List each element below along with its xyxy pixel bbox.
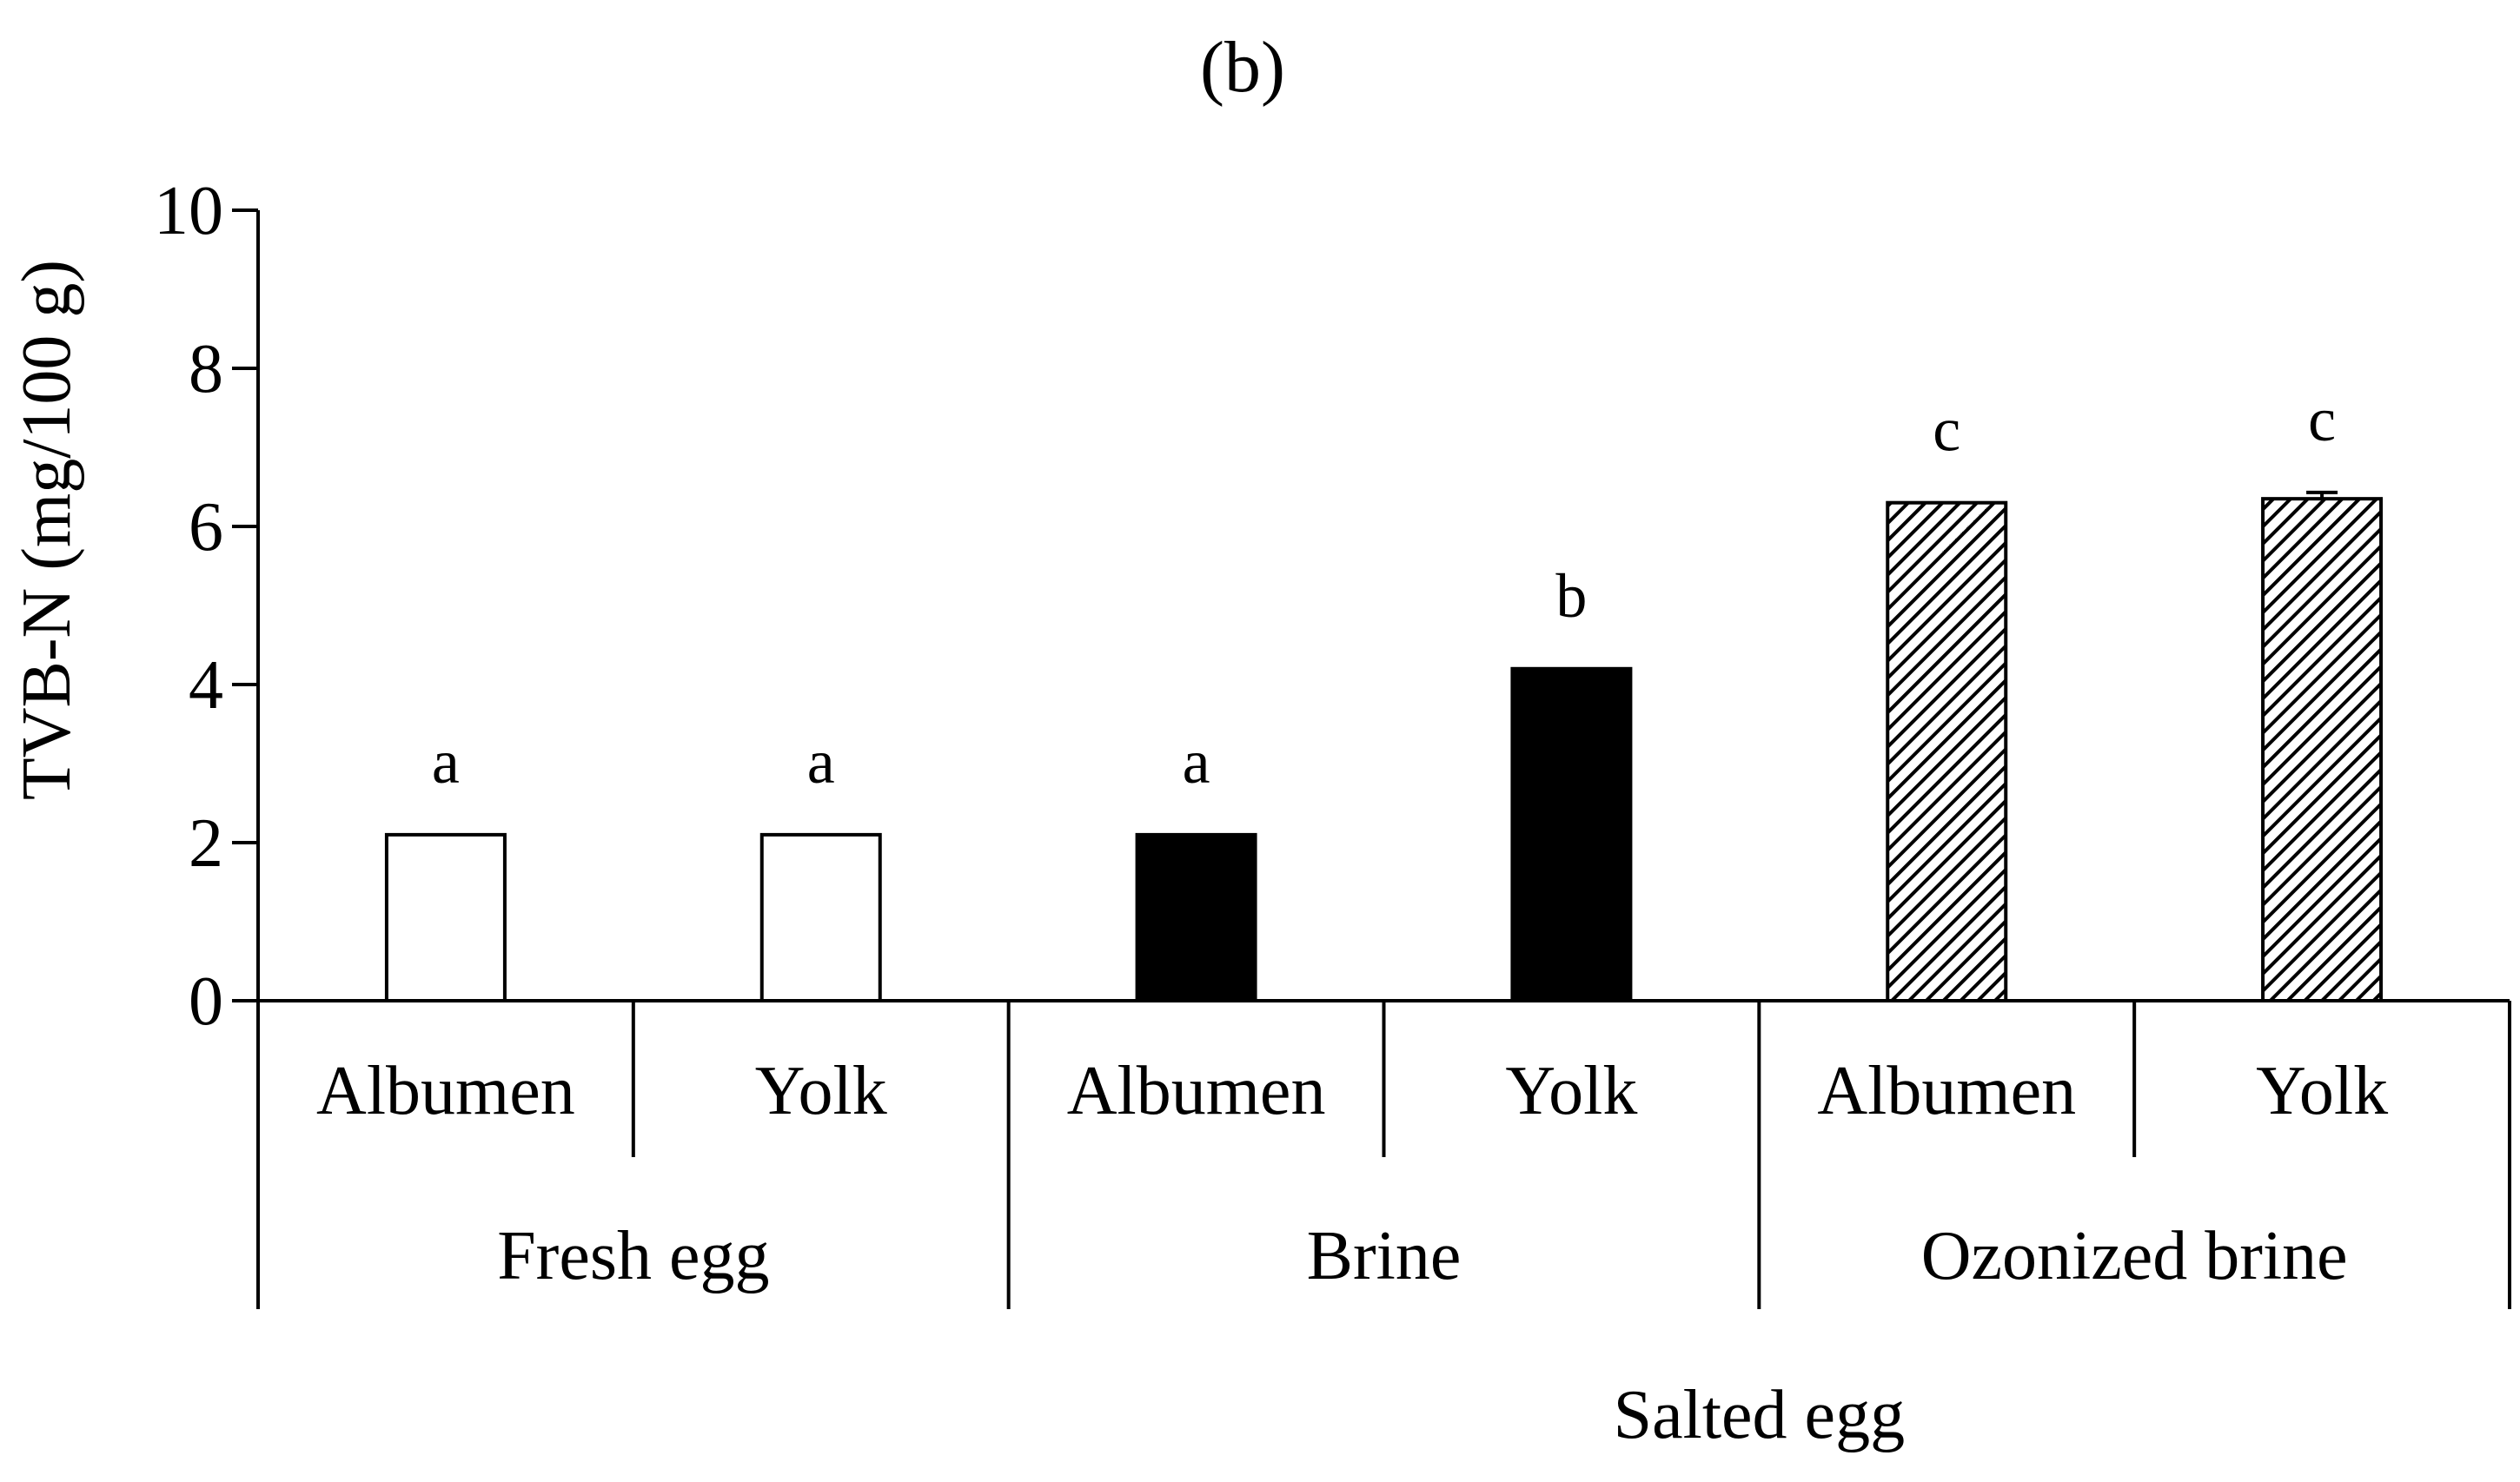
- chart-title: (b): [1200, 27, 1285, 108]
- category-label: Albumen: [1817, 1053, 2076, 1129]
- category-label: Albumen: [316, 1053, 575, 1129]
- bar: [1886, 500, 2008, 1002]
- significance-label: a: [432, 727, 460, 797]
- bar: [384, 832, 507, 1003]
- y-tick-label: 2: [189, 805, 223, 882]
- y-tick-label: 0: [189, 963, 223, 1040]
- category-label: Yolk: [755, 1053, 887, 1129]
- group-label: Brine: [1307, 1218, 1462, 1294]
- super-group-label: Salted egg: [1614, 1377, 1905, 1453]
- significance-label: c: [1933, 395, 1960, 465]
- bar: [759, 832, 882, 1003]
- bar: [1135, 832, 1257, 1003]
- significance-label: a: [1183, 727, 1210, 797]
- y-axis-title: TVB-N (mg/100 g): [9, 260, 85, 800]
- y-tick-label: 10: [154, 173, 223, 249]
- bar: [2261, 497, 2384, 1002]
- group-label: Ozonized brine: [1921, 1218, 2348, 1294]
- category-label: Yolk: [2256, 1053, 2388, 1129]
- y-tick-label: 8: [189, 331, 223, 407]
- y-tick-label: 4: [189, 647, 223, 724]
- significance-label: b: [1555, 561, 1587, 631]
- category-label: Albumen: [1067, 1053, 1326, 1129]
- category-label: Yolk: [1505, 1053, 1637, 1129]
- significance-label: c: [2308, 385, 2336, 454]
- group-label: Fresh egg: [497, 1218, 769, 1294]
- bar: [1510, 666, 1633, 1002]
- y-tick-label: 6: [189, 489, 223, 566]
- significance-label: a: [807, 727, 835, 797]
